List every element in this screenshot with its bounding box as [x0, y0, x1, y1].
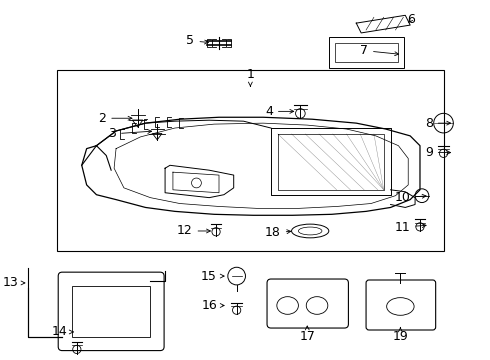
Text: 17: 17 — [299, 326, 315, 343]
Text: 3: 3 — [108, 127, 151, 140]
Text: 1: 1 — [246, 68, 254, 86]
Text: 12: 12 — [177, 225, 210, 238]
Text: 4: 4 — [265, 105, 294, 118]
Text: 15: 15 — [201, 270, 224, 283]
Text: 19: 19 — [392, 328, 408, 343]
Text: 5: 5 — [187, 34, 208, 47]
Text: 7: 7 — [360, 44, 399, 57]
Bar — [57, 70, 444, 251]
Text: 14: 14 — [51, 325, 73, 338]
Text: 6: 6 — [407, 13, 415, 26]
Text: 10: 10 — [394, 191, 426, 204]
Text: 8: 8 — [425, 117, 451, 130]
Text: 13: 13 — [2, 276, 25, 289]
Text: 16: 16 — [201, 299, 224, 312]
Text: 2: 2 — [98, 112, 132, 125]
Text: 18: 18 — [265, 226, 291, 239]
Bar — [72, 286, 150, 337]
Text: 9: 9 — [425, 146, 451, 159]
Text: 11: 11 — [394, 221, 426, 234]
Bar — [335, 43, 398, 62]
